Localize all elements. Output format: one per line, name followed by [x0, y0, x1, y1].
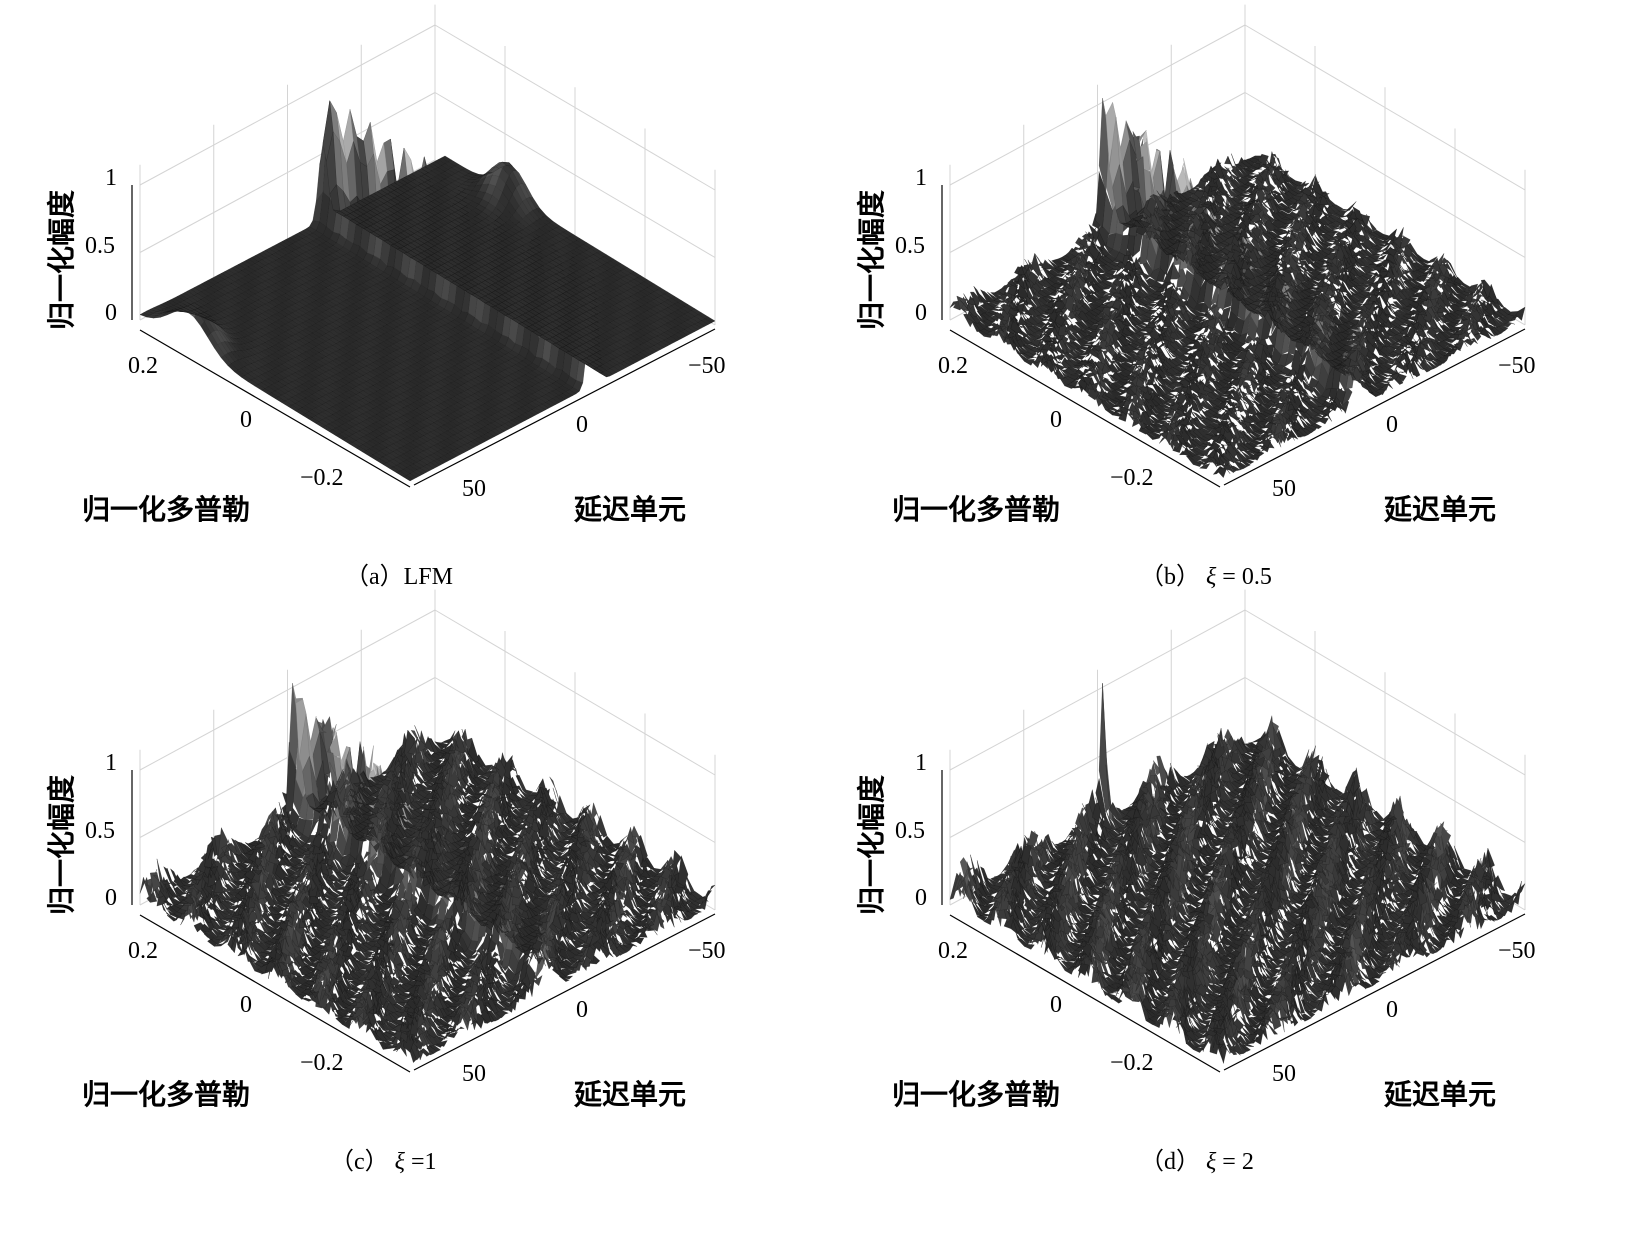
- delay-tick-50: 50: [462, 1061, 486, 1087]
- doppler-axis-label: 归一化多普勒: [82, 1078, 251, 1111]
- z-tick-1: 1: [105, 750, 117, 776]
- delay-axis-line: [413, 328, 716, 486]
- caption-prefix: （c）: [330, 1149, 389, 1175]
- delay-tick-50: 50: [1272, 476, 1296, 502]
- subplot-b: 归一化幅度 1 0.5 0 0.2 0 −0.2 −50 0 50 归一化多普勒…: [810, 0, 1625, 617]
- doppler-tick-0.2: 0.2: [938, 353, 968, 379]
- z-axis-label: 归一化幅度: [45, 189, 78, 330]
- caption-prefix: （d）: [1140, 1149, 1200, 1175]
- doppler-axis-line: [949, 914, 1221, 1073]
- surface-plot-b: [941, 4, 1526, 488]
- caption-a: （a）LFM: [345, 564, 453, 590]
- doppler-tick-0.2: 0.2: [128, 353, 158, 379]
- z-tick-0: 0: [105, 300, 117, 326]
- delay-tick-50: 50: [462, 476, 486, 502]
- doppler-tick--0.2: −0.2: [300, 1050, 344, 1076]
- delay-tick--50: −50: [1498, 353, 1536, 379]
- caption-value: = 0.5: [1222, 564, 1272, 590]
- caption-symbol: ξ: [1206, 1149, 1217, 1175]
- z-tick-0.5: 0.5: [85, 233, 115, 259]
- delay-tick--50: −50: [1498, 938, 1536, 964]
- subplot-a: 归一化幅度 1 0.5 0 0.2 0 −0.2 −50 0 50 归一化多普勒…: [0, 0, 815, 617]
- doppler-tick-0: 0: [1050, 407, 1062, 433]
- doppler-axis-line: [139, 914, 411, 1073]
- delay-tick-0: 0: [576, 412, 588, 438]
- doppler-axis-label: 归一化多普勒: [892, 1078, 1061, 1111]
- doppler-tick--0.2: −0.2: [1110, 465, 1154, 491]
- delay-tick-50: 50: [1272, 1061, 1296, 1087]
- caption-symbol: ξ: [1206, 564, 1217, 590]
- caption-value: =1: [410, 1149, 437, 1175]
- z-tick-0: 0: [105, 885, 117, 911]
- caption-prefix: （b）: [1140, 564, 1200, 590]
- z-axis-label: 归一化幅度: [45, 774, 78, 915]
- z-tick-0.5: 0.5: [895, 233, 925, 259]
- delay-axis-label: 延迟单元: [1384, 493, 1497, 526]
- doppler-tick-0: 0: [1050, 992, 1062, 1018]
- z-tick-1: 1: [105, 165, 117, 191]
- delay-axis-label: 延迟单元: [1384, 1078, 1497, 1111]
- doppler-tick-0.2: 0.2: [938, 938, 968, 964]
- doppler-tick--0.2: −0.2: [1110, 1050, 1154, 1076]
- z-tick-0: 0: [915, 885, 927, 911]
- z-tick-0: 0: [915, 300, 927, 326]
- z-tick-1: 1: [915, 165, 927, 191]
- surface-mesh: [949, 98, 1526, 478]
- doppler-axis-line: [949, 329, 1221, 488]
- z-tick-0.5: 0.5: [85, 818, 115, 844]
- delay-axis-line: [1223, 913, 1526, 1071]
- z-tick-0.5: 0.5: [895, 818, 925, 844]
- doppler-tick-0.2: 0.2: [128, 938, 158, 964]
- doppler-axis-label: 归一化多普勒: [892, 493, 1061, 526]
- delay-axis-label: 延迟单元: [574, 493, 687, 526]
- subplot-d: 归一化幅度 1 0.5 0 0.2 0 −0.2 −50 0 50 归一化多普勒…: [810, 585, 1625, 1202]
- delay-tick-0: 0: [1386, 412, 1398, 438]
- delay-tick-0: 0: [576, 997, 588, 1023]
- surface-plot-c: [131, 589, 716, 1073]
- surface-plot-d: [941, 589, 1526, 1073]
- delay-tick--50: −50: [688, 938, 726, 964]
- caption-symbol: ξ: [394, 1149, 405, 1175]
- caption-c: （c） ξ =1: [330, 1141, 436, 1176]
- delay-axis-label: 延迟单元: [574, 1078, 687, 1111]
- z-axis-label: 归一化幅度: [855, 189, 888, 330]
- surface-mesh: [139, 683, 716, 1063]
- caption-b: （b） ξ = 0.5: [1140, 556, 1272, 591]
- delay-tick-0: 0: [1386, 997, 1398, 1023]
- doppler-tick--0.2: −0.2: [300, 465, 344, 491]
- delay-axis-line: [413, 913, 716, 1071]
- subplot-c: 归一化幅度 1 0.5 0 0.2 0 −0.2 −50 0 50 归一化多普勒…: [0, 585, 815, 1202]
- z-tick-1: 1: [915, 750, 927, 776]
- doppler-axis-label: 归一化多普勒: [82, 493, 251, 526]
- delay-axis-line: [1223, 328, 1526, 486]
- delay-tick--50: −50: [688, 353, 726, 379]
- caption-value: = 2: [1222, 1149, 1254, 1175]
- doppler-axis-line: [139, 329, 411, 488]
- doppler-tick-0: 0: [240, 407, 252, 433]
- z-axis-label: 归一化幅度: [855, 774, 888, 915]
- surface-mesh: [949, 683, 1526, 1064]
- caption-d: （d） ξ = 2: [1140, 1141, 1254, 1176]
- surface-plot-a: [131, 4, 716, 488]
- surface-mesh: [139, 100, 716, 482]
- doppler-tick-0: 0: [240, 992, 252, 1018]
